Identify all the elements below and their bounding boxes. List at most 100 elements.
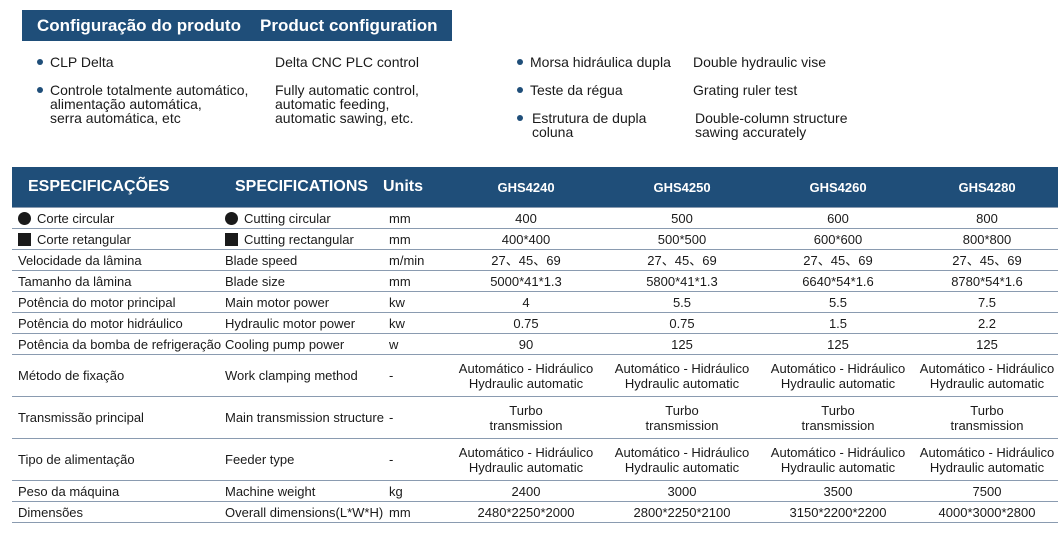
spec-value: 4000*3000*2800 bbox=[916, 501, 1058, 523]
config-item-en: Double-column structure sawing accuratel… bbox=[695, 110, 848, 140]
spec-label-pt: Método de fixação bbox=[12, 354, 219, 397]
table-row: Potência do motor hidráulico Hydraulic mo… bbox=[12, 312, 1058, 334]
spec-unit: mm bbox=[383, 270, 448, 292]
spec-value: 600*600 bbox=[760, 228, 916, 250]
spec-value: 3000 bbox=[604, 480, 760, 502]
spec-unit: m/min bbox=[383, 249, 448, 271]
spec-label-en: Main transmission structure bbox=[219, 396, 384, 439]
square-icon bbox=[225, 232, 238, 246]
spec-value: 27、45、69 bbox=[916, 249, 1058, 271]
spec-label-pt: Corte retangular bbox=[12, 228, 219, 250]
config-item-pt: Teste da régua bbox=[530, 82, 623, 98]
header-title-en: Product configuration bbox=[260, 15, 438, 35]
table-row: Dimensões Overall dimensions(L*W*H) mm 2480… bbox=[12, 501, 1058, 523]
spec-label-en: Work clamping method bbox=[219, 354, 383, 397]
table-row: Corte retangular Cutting rectangular mm 400… bbox=[12, 228, 1058, 250]
table-header-row: ESPECIFICAÇÕES SPECIFICATIONS Units GHS4… bbox=[12, 167, 1058, 208]
spec-value: Automático - Hidráulico Hydraulic automa… bbox=[760, 438, 916, 481]
spec-label-pt: Potência da bomba de refrigeração bbox=[12, 333, 221, 355]
table-row: Método de fixação Work clamping method - Au… bbox=[12, 354, 1058, 397]
spec-label-en: Blade speed bbox=[219, 249, 383, 271]
spec-value: 0.75 bbox=[604, 312, 760, 334]
spec-label-en: Cutting rectangular bbox=[219, 228, 383, 250]
config-item-pt: CLP Delta bbox=[50, 54, 114, 70]
spec-label-pt: Dimensões bbox=[12, 501, 219, 523]
product-configuration-header: Configuração do produto Product configur… bbox=[22, 10, 452, 41]
header-model: GHS4260 bbox=[760, 167, 916, 208]
header-model: GHS4280 bbox=[916, 167, 1058, 208]
spec-value: 3500 bbox=[760, 480, 916, 502]
spec-label-en: Cooling pump power bbox=[219, 333, 383, 355]
spec-value: 0.75 bbox=[448, 312, 604, 334]
spec-label-en: Main motor power bbox=[219, 291, 383, 313]
spec-value: Automático - Hidráulico Hydraulic automa… bbox=[604, 438, 760, 481]
header-model: GHS4250 bbox=[604, 167, 760, 208]
spec-value: 27、45、69 bbox=[760, 249, 916, 271]
spec-value: 400 bbox=[448, 207, 604, 229]
table-row: Transmissão principal Main transmission s… bbox=[12, 396, 1058, 439]
spec-value: 600 bbox=[760, 207, 916, 229]
table-row: Corte circular Cutting circular mm 400 500 60… bbox=[12, 207, 1058, 229]
spec-value: Turbo transmission bbox=[760, 396, 916, 439]
config-item-en: Grating ruler test bbox=[693, 82, 798, 98]
spec-label-en: Overall dimensions(L*W*H) bbox=[219, 501, 383, 523]
spec-value: 6640*54*1.6 bbox=[760, 270, 916, 292]
spec-label-pt: Tipo de alimentação bbox=[12, 438, 219, 481]
header-especificacoes: ESPECIFICAÇÕES bbox=[12, 167, 219, 208]
spec-value: Turbo transmission bbox=[604, 396, 760, 439]
spec-unit: kg bbox=[383, 480, 448, 502]
table-row: Tamanho da lâmina Blade size mm 5000*41*1.3… bbox=[12, 270, 1058, 292]
bullet-icon bbox=[517, 59, 523, 65]
spec-value: 5000*41*1.3 bbox=[448, 270, 604, 292]
spec-value: 2800*2250*2100 bbox=[604, 501, 760, 523]
spec-value: Automático - Hidráulico Hydraulic automa… bbox=[604, 354, 760, 397]
spec-value: 90 bbox=[448, 333, 604, 355]
spec-label-en: Machine weight bbox=[219, 480, 383, 502]
config-item-en: Delta CNC PLC control bbox=[275, 54, 419, 70]
spec-value: 4 bbox=[448, 291, 604, 313]
spec-value: 800*800 bbox=[916, 228, 1058, 250]
spec-unit: kw bbox=[383, 291, 448, 313]
spec-label-en: Cutting circular bbox=[219, 207, 383, 229]
circle-icon bbox=[225, 211, 238, 225]
spec-label-en: Hydraulic motor power bbox=[219, 312, 383, 334]
table-row: Potência do motor principal Main motor po… bbox=[12, 291, 1058, 313]
spec-unit: mm bbox=[383, 228, 448, 250]
spec-unit: mm bbox=[383, 207, 448, 229]
table-row: Peso da máquina Machine weight kg 2400 3000 3… bbox=[12, 480, 1058, 502]
spec-value: 7.5 bbox=[916, 291, 1058, 313]
bullet-icon bbox=[517, 87, 523, 93]
spec-value: 2.2 bbox=[916, 312, 1058, 334]
bullet-icon bbox=[37, 87, 43, 93]
spec-value: 800 bbox=[916, 207, 1058, 229]
spec-value: 125 bbox=[604, 333, 760, 355]
bullet-icon bbox=[517, 115, 523, 121]
spec-value: 5800*41*1.3 bbox=[604, 270, 760, 292]
config-item-en: Fully automatic control, automatic feedi… bbox=[275, 82, 419, 126]
spec-unit: kw bbox=[383, 312, 448, 334]
config-item-pt: Controle totalmente automático, alimenta… bbox=[50, 82, 249, 126]
header-specifications: SPECIFICATIONS bbox=[219, 167, 383, 208]
spec-label-en: Feeder type bbox=[219, 438, 383, 481]
bullet-icon bbox=[37, 59, 43, 65]
table-row: Tipo de alimentação Feeder type - Automátic… bbox=[12, 438, 1058, 481]
circle-icon bbox=[18, 211, 31, 225]
spec-value: 3150*2200*2200 bbox=[760, 501, 916, 523]
header-title-pt: Configuração do produto bbox=[37, 15, 241, 35]
table-row: Velocidade da lâmina Blade speed m/min 27、4… bbox=[12, 249, 1058, 271]
spec-value: 27、45、69 bbox=[604, 249, 760, 271]
spec-value: Turbo transmission bbox=[448, 396, 604, 439]
spec-value: 27、45、69 bbox=[448, 249, 604, 271]
spec-value: Automático - Hidráulico Hydraulic automa… bbox=[448, 438, 604, 481]
spec-value: Automático - Hidráulico Hydraulic automa… bbox=[760, 354, 916, 397]
square-icon bbox=[18, 232, 31, 246]
spec-label-pt: Velocidade da lâmina bbox=[12, 249, 219, 271]
spec-label-pt: Peso da máquina bbox=[12, 480, 219, 502]
spec-value: 400*400 bbox=[448, 228, 604, 250]
spec-unit: - bbox=[383, 396, 448, 439]
spec-value: 8780*54*1.6 bbox=[916, 270, 1058, 292]
spec-label-pt: Transmissão principal bbox=[12, 396, 219, 439]
spec-value: 7500 bbox=[916, 480, 1058, 502]
spec-label-en: Blade size bbox=[219, 270, 383, 292]
spec-value: 125 bbox=[760, 333, 916, 355]
